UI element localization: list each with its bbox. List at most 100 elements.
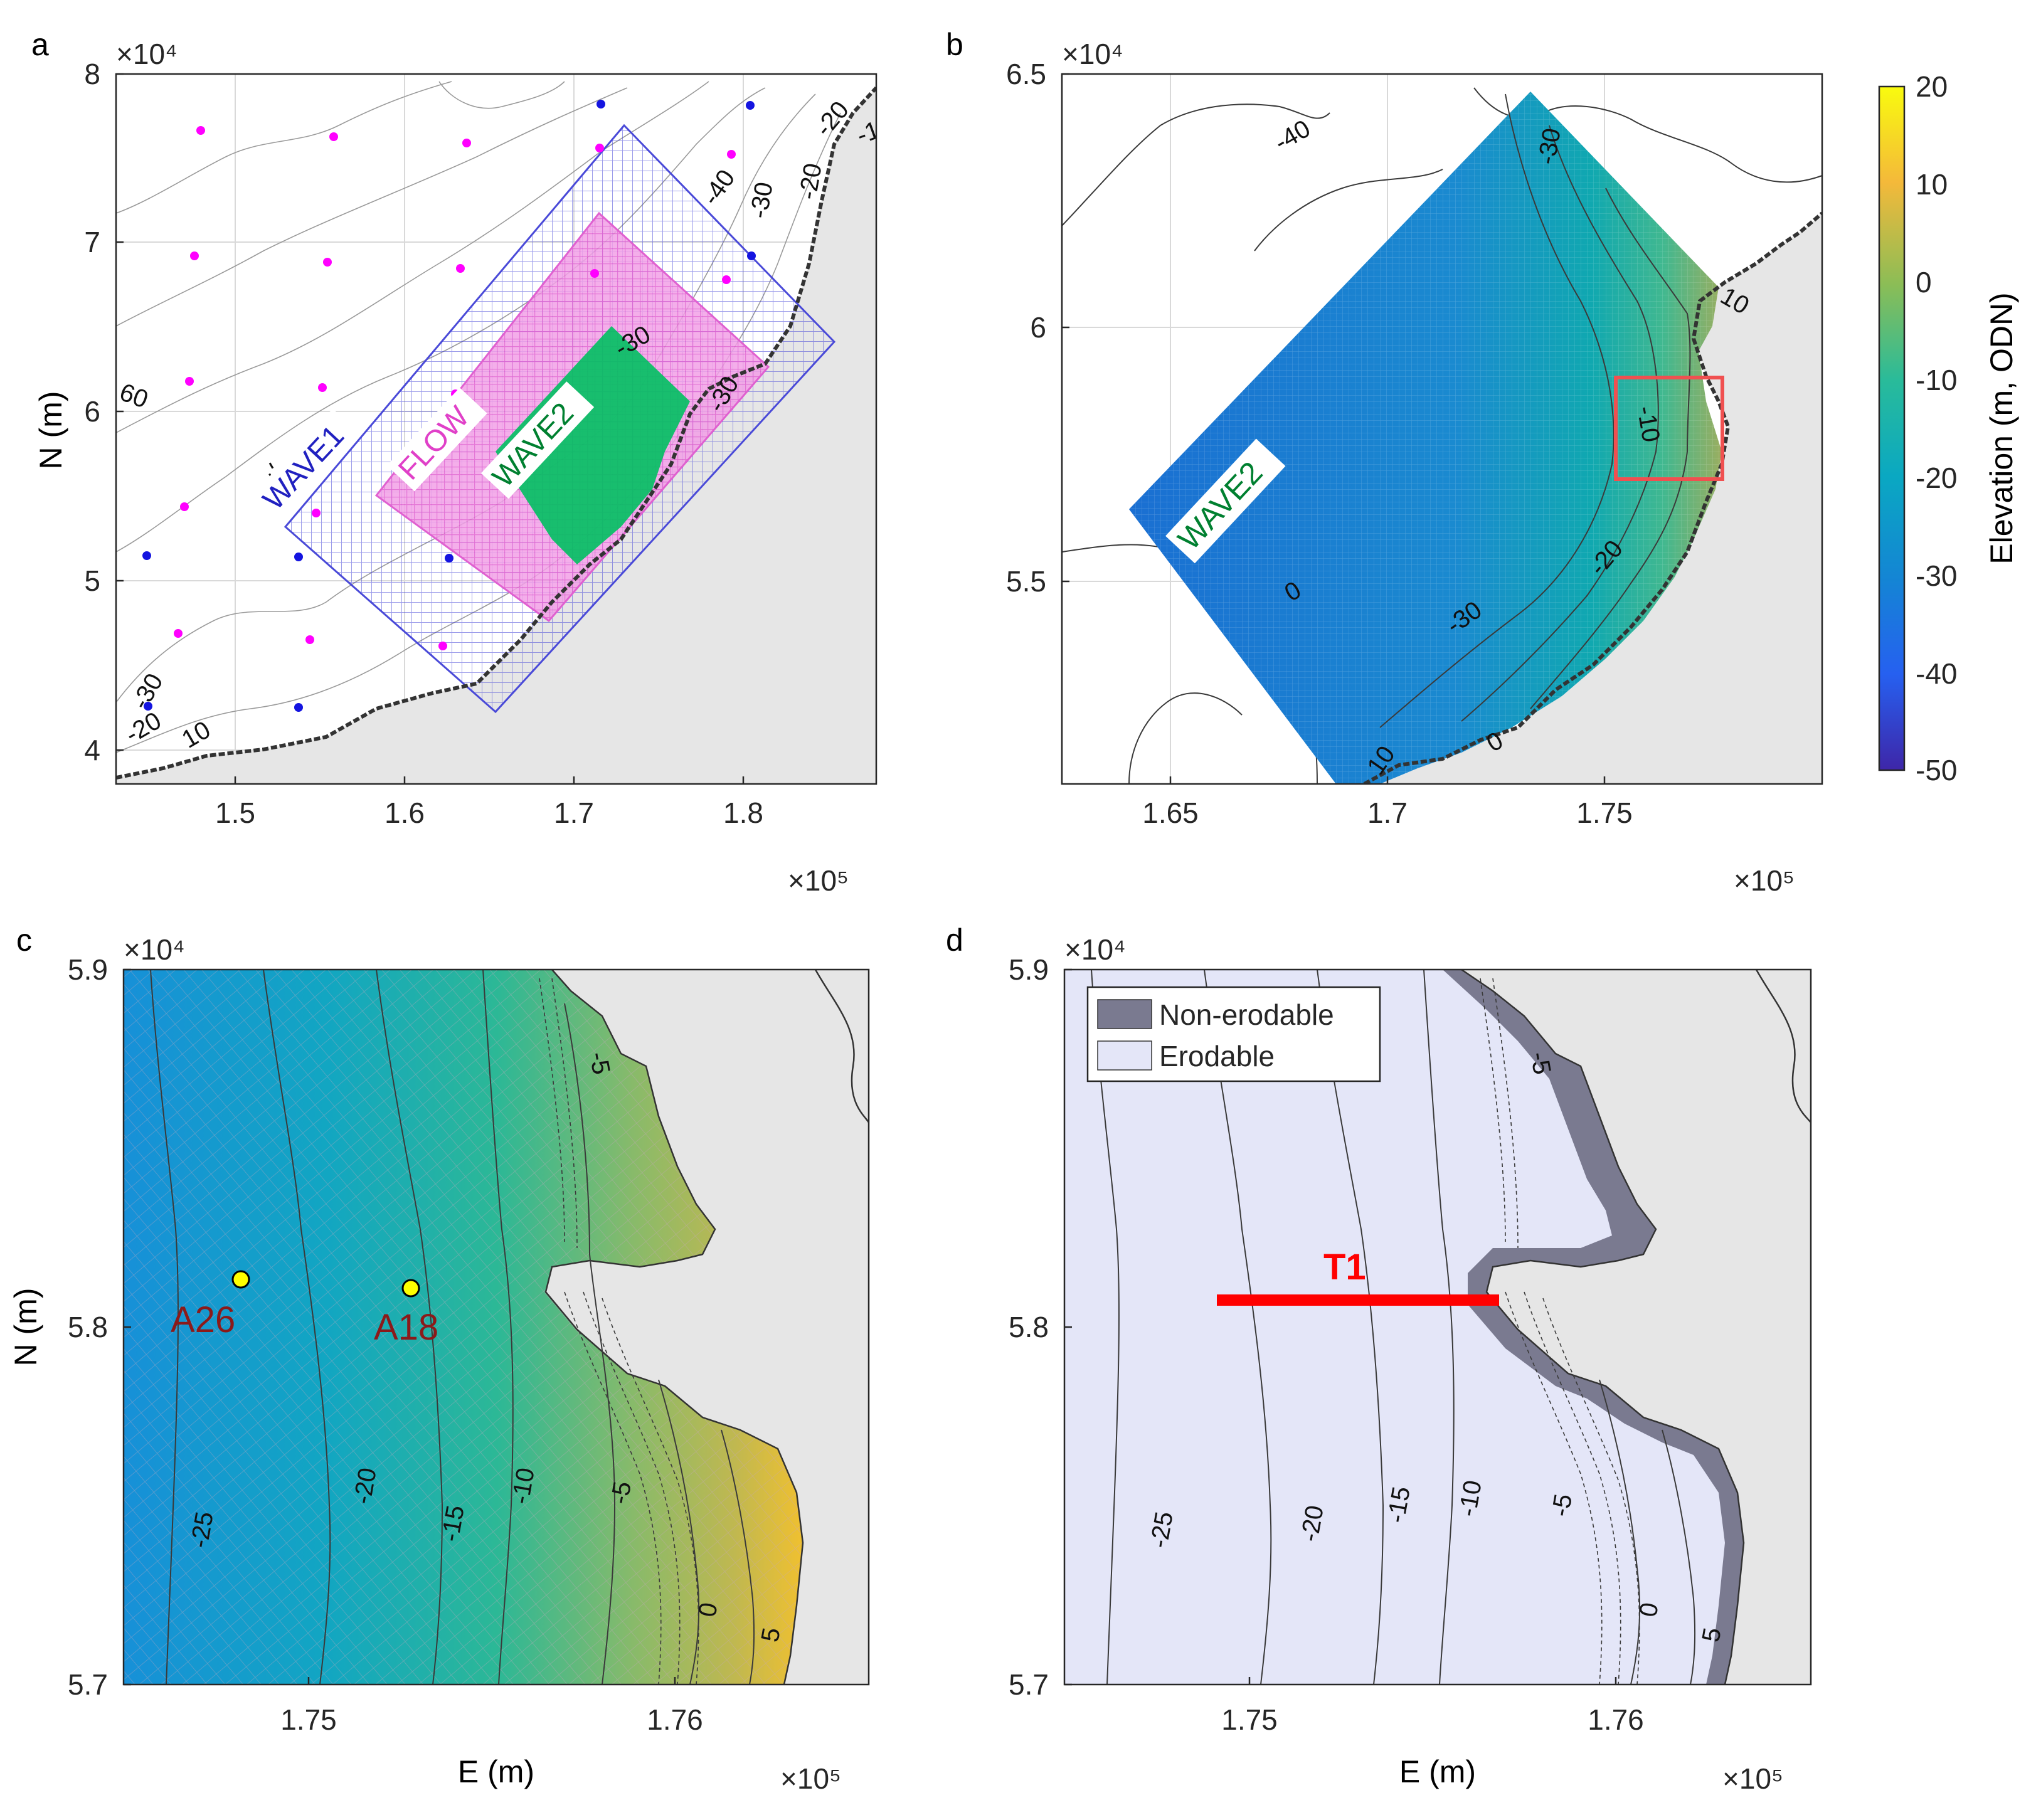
panel-d-coastline <box>1461 970 1745 1685</box>
panel-d-x-ticks: 1.75 1.76 <box>1221 1703 1644 1736</box>
contour-label: -5 <box>1547 1492 1578 1519</box>
panel-d-tickmarks <box>1064 968 1617 1686</box>
contour-label: -5 <box>584 1050 615 1077</box>
panel-b-y-exponent: ×10⁴ <box>1062 38 1123 70</box>
panel-a-y-ticks: 8 7 6 5 4 <box>84 58 100 766</box>
colorbar-gradient <box>1878 85 1906 771</box>
panel-b-nearshore-isobaths <box>1379 93 1691 728</box>
blue-point <box>747 251 756 260</box>
y-tick: 6 <box>1030 311 1046 344</box>
magenta-point <box>590 269 599 278</box>
x-tick: 1.76 <box>647 1703 703 1736</box>
blue-point <box>445 554 453 563</box>
y-tick: 5.9 <box>1009 953 1049 986</box>
colorbar-tick: 10 <box>1916 168 1948 201</box>
panel-b-x-ticks: 1.65 1.7 1.75 <box>1142 796 1633 829</box>
station-a18-marker <box>401 1279 420 1298</box>
panel-a-label: a <box>31 27 49 62</box>
panel-a-coastline <box>116 86 876 780</box>
magenta-point <box>727 150 736 159</box>
panel-d-y-exponent: ×10⁴ <box>1064 933 1126 966</box>
panel-d-x-exponent: ×10⁵ <box>1722 1762 1783 1795</box>
panel-d-isobaths <box>1091 970 1696 1685</box>
blue-point <box>144 702 152 711</box>
panel-d-label: d <box>946 923 963 958</box>
y-tick: 5.5 <box>1006 565 1046 598</box>
x-tick: 1.75 <box>1221 1703 1278 1736</box>
station-a18-label: A18 <box>374 1307 438 1348</box>
x-tick: 1.76 <box>1588 1703 1644 1736</box>
x-tick: 1.6 <box>384 796 425 829</box>
y-tick: 6 <box>84 395 100 428</box>
contour-label: -25 <box>1145 1510 1179 1550</box>
colorbar-tick: -50 <box>1916 754 1957 786</box>
contour-label: -20 <box>794 161 827 202</box>
y-tick: 5.8 <box>1009 1311 1049 1343</box>
panel-d-legend: Non-erodable Erodable <box>1086 986 1381 1082</box>
panel-b-frame <box>1061 73 1823 785</box>
panel-c-y-ticks: 5.9 5.8 5.7 <box>68 953 108 1701</box>
panel-c: -25 -20 -15 -10 -5 0 5 -5 A26 A18 <box>8 923 870 1795</box>
panel-c-mesh <box>124 970 803 1685</box>
magenta-point <box>595 144 604 152</box>
panel-a-y-exponent: ×10⁴ <box>116 38 178 70</box>
y-tick: 4 <box>84 734 100 766</box>
y-tick: 5.7 <box>1009 1668 1049 1701</box>
panel-b-coastline <box>1363 211 1822 784</box>
wave2-grid <box>496 326 690 564</box>
contour-label: -5 <box>606 1479 637 1506</box>
colorbar-tick: -40 <box>1916 657 1957 690</box>
panel-b-tickmarks <box>1062 73 1606 784</box>
y-tick: 5.7 <box>68 1668 108 1701</box>
x-tick: 1.75 <box>280 1703 337 1736</box>
panel-a: -40 -30 -20 -30 -30 -20 -10 60 -30 -20 1… <box>31 27 878 897</box>
panel-b-x-exponent: ×10⁵ <box>1734 864 1795 897</box>
magenta-point <box>196 126 205 135</box>
x-tick: 1.75 <box>1576 796 1633 829</box>
panel-b-land <box>1364 213 1822 784</box>
x-tick: 1.7 <box>554 796 594 829</box>
colorbar-label: Elevation (m, ODN) <box>1984 292 2019 564</box>
panel-b-y-ticks: 6.5 6 5.5 <box>1006 58 1046 598</box>
contour-label: -10 <box>1631 404 1665 445</box>
y-tick: 8 <box>84 58 100 90</box>
panel-c-x-exponent: ×10⁵ <box>780 1762 841 1795</box>
magenta-point <box>438 642 447 650</box>
y-tick: 5 <box>84 564 100 597</box>
magenta-point <box>190 251 199 260</box>
colorbar-tick: -30 <box>1916 559 1957 592</box>
contour-label: -15 <box>1382 1484 1416 1525</box>
x-tick: 1.5 <box>215 796 255 829</box>
blue-point <box>597 100 605 108</box>
panel-c-coastline <box>544 970 804 1685</box>
magenta-point <box>462 139 471 147</box>
magenta-point <box>185 377 194 386</box>
magenta-point <box>318 383 327 392</box>
legend-swatch-erodable <box>1097 1040 1152 1071</box>
panel-d-contour-labels: -25 -20 -15 -10 -5 0 5 -5 <box>1145 1050 1727 1644</box>
panel-a-tickmarks <box>116 73 745 784</box>
contour-label: -10 <box>1454 1478 1487 1519</box>
magenta-point <box>312 509 321 517</box>
blue-point <box>294 703 303 712</box>
legend-swatch-non-erodable <box>1097 999 1152 1029</box>
panel-c-offshore-island <box>814 970 869 1123</box>
colorbar-tick: -20 <box>1916 462 1957 494</box>
contour-label: -30 <box>745 180 778 221</box>
x-tick: 1.65 <box>1142 796 1199 829</box>
y-tick: 7 <box>84 226 100 258</box>
zoom-box <box>1614 376 1724 481</box>
panel-b-label: b <box>946 27 963 62</box>
panel-a-frame <box>115 73 878 785</box>
contour-label: -20 <box>349 1466 382 1506</box>
magenta-point <box>305 635 314 644</box>
magenta-point <box>174 629 183 638</box>
x-tick: 1.7 <box>1367 796 1408 829</box>
panel-d-non-erodable-strip <box>1443 970 1744 1685</box>
legend-label-erodable: Erodable <box>1159 1040 1275 1072</box>
x-tick: 1.8 <box>723 796 763 829</box>
station-a18: A18 <box>374 1279 438 1348</box>
colorbar-tick: 20 <box>1916 70 1948 103</box>
magenta-point <box>456 264 465 273</box>
